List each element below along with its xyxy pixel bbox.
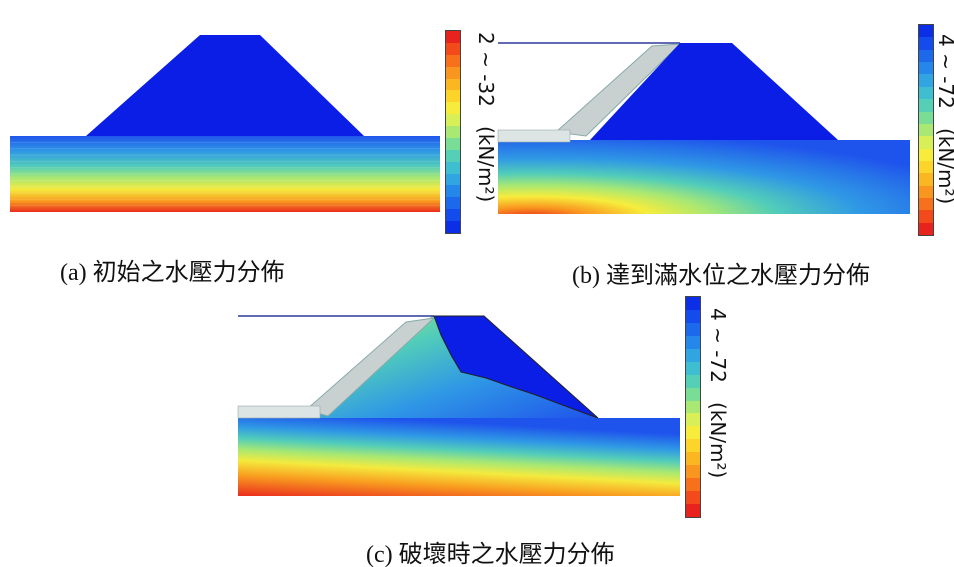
panel-b: 4 ~ -72 (kN/m²)	[494, 24, 954, 236]
colorbar-c-label: 4 ~ -72 (kN/m²)	[706, 308, 730, 478]
colorbar-b-band	[919, 111, 933, 124]
colorbar-b	[918, 24, 934, 236]
colorbar-b-band	[919, 74, 933, 87]
colorbar-c-band	[686, 309, 700, 323]
colorbar-b-band	[919, 160, 933, 174]
colorbar-b-band	[919, 210, 933, 223]
colorbar-c-range: 4 ~ -72	[706, 308, 730, 383]
contour-bands-a	[10, 141, 440, 207]
colorbar-b-unit: (kN/m²)	[934, 127, 954, 205]
colorbar-a-band	[446, 66, 460, 79]
caption-c: (c) 破壞時之水壓力分佈	[366, 542, 615, 567]
colorbar-c-band	[686, 504, 700, 517]
colorbar-c-band	[686, 361, 700, 375]
colorbar-b-range: 4 ~ -72	[934, 34, 954, 109]
colorbar-c-band	[686, 426, 700, 440]
colorbar-b-band	[919, 136, 933, 149]
colorbar-b-band	[919, 198, 933, 211]
filter-slope-c	[304, 317, 436, 417]
colorbar-b-band	[919, 185, 933, 199]
colorbar-c-band	[686, 413, 700, 427]
colorbar-b-band	[919, 99, 933, 112]
colorbar-c-band	[686, 439, 700, 453]
panel-a-plot	[10, 35, 440, 212]
colorbar-b-label: 4 ~ -72 (kN/m²)	[934, 34, 954, 204]
colorbar-a-band	[446, 42, 460, 55]
colorbar-c-band	[686, 335, 700, 349]
caption-a: (a) 初始之水壓力分佈	[60, 260, 285, 286]
panel-c-plot	[237, 315, 680, 496]
colorbar-a	[445, 30, 461, 234]
colorbar-a-band	[446, 185, 460, 198]
colorbar-b-band	[919, 148, 933, 161]
colorbar-a-band	[446, 161, 460, 174]
toe-drain-b	[497, 129, 571, 143]
colorbar-b-band	[919, 173, 933, 186]
colorbar-a-band	[446, 197, 460, 210]
colorbar-a-band	[446, 31, 460, 43]
colorbar-c-band	[686, 348, 700, 362]
colorbar-a-band	[446, 54, 460, 67]
foundation-b	[498, 140, 910, 214]
colorbar-a-band	[446, 209, 460, 221]
colorbar-c-band	[686, 465, 700, 479]
colorbar-b-band	[919, 49, 933, 63]
colorbar-c	[685, 296, 701, 518]
colorbar-a-band	[446, 78, 460, 91]
colorbar-a-band	[446, 90, 460, 103]
panel-b-plot	[497, 42, 910, 214]
dry-zone-c	[433, 315, 599, 419]
caption-b: (b) 達到滿水位之水壓力分佈	[572, 263, 870, 289]
panel-a: 2 ~ -32 (kN/m²)	[8, 30, 498, 240]
toe-drain-c	[237, 405, 321, 419]
colorbar-a-band	[446, 137, 460, 150]
foundation-a	[10, 136, 440, 212]
colorbar-c-band	[686, 322, 700, 336]
foundation-c	[238, 418, 680, 496]
dam-body-a	[86, 35, 364, 136]
colorbar-b-band	[919, 222, 933, 236]
colorbar-b-band	[919, 37, 933, 50]
colorbar-c-band	[686, 374, 700, 388]
colorbar-c-band	[686, 387, 700, 401]
panel-c: 4 ~ -72 (kN/m²)	[236, 296, 730, 518]
colorbar-c-band	[686, 478, 700, 492]
colorbar-c-unit: (kN/m²)	[706, 401, 730, 479]
colorbar-b-band	[919, 62, 933, 75]
colorbar-c-band	[686, 297, 700, 310]
colorbar-a-band	[446, 102, 460, 115]
colorbar-c-band	[686, 491, 700, 504]
colorbar-c-band	[686, 400, 700, 414]
dam-body-b	[590, 43, 838, 140]
colorbar-c-band	[686, 452, 700, 466]
colorbar-a-band	[446, 173, 460, 186]
colorbar-a-band	[446, 149, 460, 162]
colorbar-b-band	[919, 25, 933, 38]
colorbar-a-band	[446, 221, 460, 233]
colorbar-b-band	[919, 86, 933, 100]
colorbar-a-band	[446, 126, 460, 138]
colorbar-b-band	[919, 123, 933, 137]
colorbar-a-band	[446, 114, 460, 126]
